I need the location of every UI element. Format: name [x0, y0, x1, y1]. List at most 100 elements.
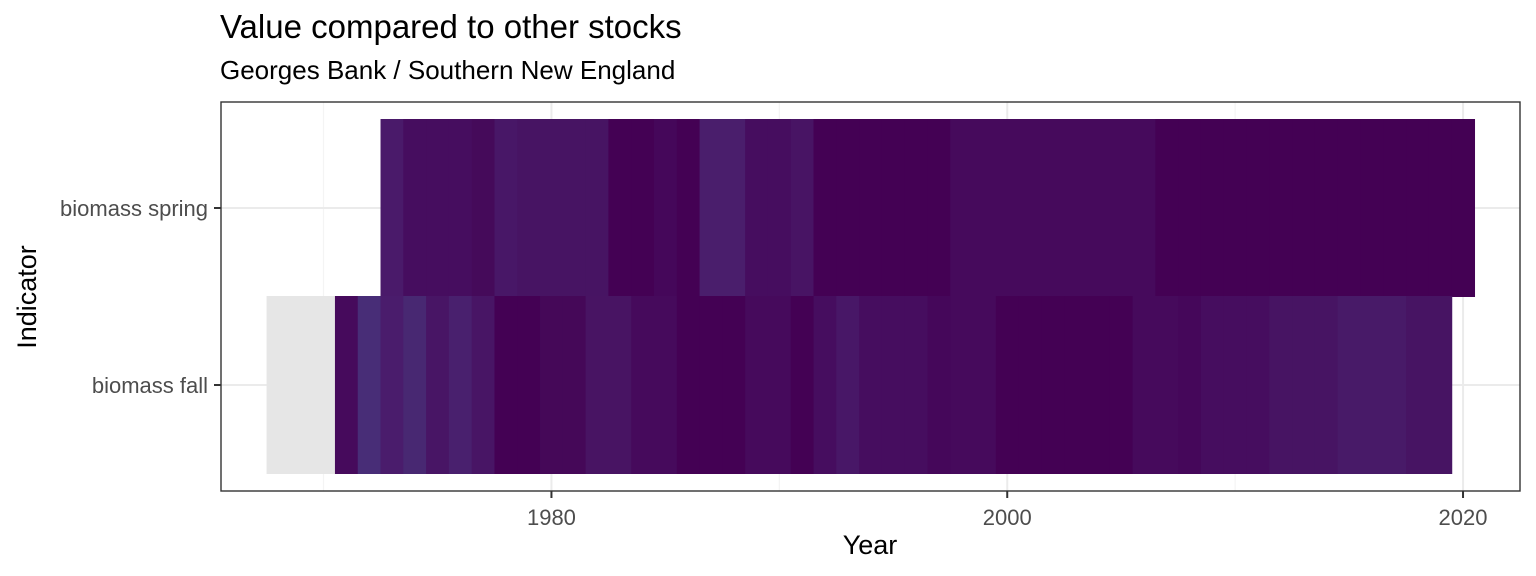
- heatmap-cell: [426, 296, 450, 474]
- heatmap-cell: [334, 296, 359, 474]
- heatmap-cell: [859, 119, 883, 297]
- heatmap-cell: [1246, 119, 1270, 297]
- heatmap-cell: [836, 296, 860, 474]
- heatmap-cell: [881, 119, 906, 297]
- heatmap-cell: [1155, 296, 1179, 474]
- heatmap-cell: [1406, 119, 1430, 297]
- x-tick-label: 2020: [1439, 505, 1488, 530]
- heatmap-cell: [1178, 296, 1202, 474]
- heatmap-cell: [1451, 119, 1476, 297]
- heatmap-cell: [927, 119, 951, 297]
- heatmap-cell: [1223, 119, 1248, 297]
- heatmap-cell: [1406, 296, 1430, 474]
- heatmap-cell: [1383, 119, 1407, 297]
- x-tick-label: 1980: [527, 505, 576, 530]
- heatmap-cell: [608, 296, 632, 474]
- heatmap-cell: [1132, 296, 1156, 474]
- chart-title: Value compared to other stocks: [220, 8, 682, 45]
- heatmap-cell: [1360, 119, 1384, 297]
- heatmap-cell: [517, 296, 541, 474]
- heatmap-cell: [608, 119, 632, 297]
- heatmap-cell: [950, 119, 974, 297]
- heatmap-cell: [494, 119, 518, 297]
- heatmap-cell: [1246, 296, 1270, 474]
- y-tick-label: biomass spring: [60, 196, 208, 221]
- heatmap-cell: [1109, 119, 1134, 297]
- heatmap-cell: [927, 296, 951, 474]
- heatmap-cell: [790, 296, 815, 474]
- heatmap-cell: [380, 296, 404, 474]
- heatmap-cell: [562, 296, 587, 474]
- heatmap-cell: [1178, 119, 1202, 297]
- heatmap-cell: [1314, 296, 1339, 474]
- heatmap-cell: [995, 296, 1020, 474]
- heatmap-cell: [745, 119, 769, 297]
- heatmap-cell: [426, 119, 450, 297]
- panel-border: [220, 101, 1521, 492]
- heatmap-cell: [1041, 296, 1065, 474]
- heatmap-cell: [995, 119, 1020, 297]
- heatmap-cell-missing: [289, 296, 313, 474]
- heatmap-cell-missing: [312, 296, 336, 474]
- heatmap-cell: [699, 119, 723, 297]
- heatmap-cell: [904, 296, 929, 474]
- heatmap-cell: [1428, 296, 1453, 474]
- heatmap-cell: [654, 119, 678, 297]
- heatmap-cell: [494, 296, 518, 474]
- heatmap-cell: [1223, 296, 1248, 474]
- heatmap-cell: [471, 296, 496, 474]
- heatmap-cell: [1292, 119, 1316, 297]
- heatmap-cell: [1314, 119, 1339, 297]
- heatmap-cell: [973, 119, 997, 297]
- heatmap-cell: [1200, 296, 1225, 474]
- heatmap-cell: [1087, 296, 1111, 474]
- heatmap-cell: [1018, 119, 1043, 297]
- heatmap-cell: [1337, 119, 1362, 297]
- heatmap-cell: [654, 296, 678, 474]
- heatmap-cells: [266, 119, 1476, 474]
- heatmap-cell: [403, 119, 427, 297]
- axes: 1980 2000 2020 biomass spring biomass fall: [60, 196, 1487, 530]
- heatmap-cell: [790, 119, 815, 297]
- x-tick-label: 2000: [983, 505, 1032, 530]
- heatmap-cell: [767, 119, 792, 297]
- chart-subtitle: Georges Bank / Southern New England: [220, 55, 676, 85]
- heatmap-cell: [1269, 119, 1293, 297]
- heatmap-cell: [1064, 296, 1088, 474]
- heatmap-cell: [1018, 296, 1043, 474]
- heatmap-cell: [1155, 119, 1179, 297]
- heatmap-cell: [1200, 119, 1225, 297]
- heatmap-cell: [380, 119, 404, 297]
- heatmap-cell: [1428, 119, 1453, 297]
- heatmap-cell: [1292, 296, 1316, 474]
- heatmap-cell: [745, 296, 769, 474]
- y-tick-label: biomass fall: [92, 373, 208, 398]
- heatmap-cell: [881, 296, 906, 474]
- heatmap-cell: [517, 119, 541, 297]
- heatmap-cell: [722, 296, 746, 474]
- heatmap-cell: [1360, 296, 1384, 474]
- heatmap-cell: [813, 296, 837, 474]
- heatmap-cell: [540, 119, 564, 297]
- heatmap-cell: [631, 119, 655, 297]
- heatmap-cell: [357, 296, 382, 474]
- heatmap-cell: [562, 119, 587, 297]
- heatmap-cell-missing: [266, 296, 290, 474]
- heatmap-cell: [722, 119, 746, 297]
- heatmap-cell: [1269, 296, 1293, 474]
- heatmap-cell: [859, 296, 883, 474]
- heatmap-cell: [1087, 119, 1111, 297]
- heatmap-cell: [585, 119, 610, 297]
- heatmap-cell: [904, 119, 929, 297]
- y-axis-title: Indicator: [12, 245, 42, 349]
- heatmap-cell: [1383, 296, 1407, 474]
- heatmap-cell: [813, 119, 837, 297]
- heatmap-cell: [631, 296, 655, 474]
- heatmap-cell: [1132, 119, 1156, 297]
- heatmap-cell: [676, 119, 701, 297]
- heatmap-cell: [403, 296, 427, 474]
- x-axis-title: Year: [843, 530, 898, 560]
- heatmap-cell: [1109, 296, 1134, 474]
- heatmap-cell: [471, 119, 496, 297]
